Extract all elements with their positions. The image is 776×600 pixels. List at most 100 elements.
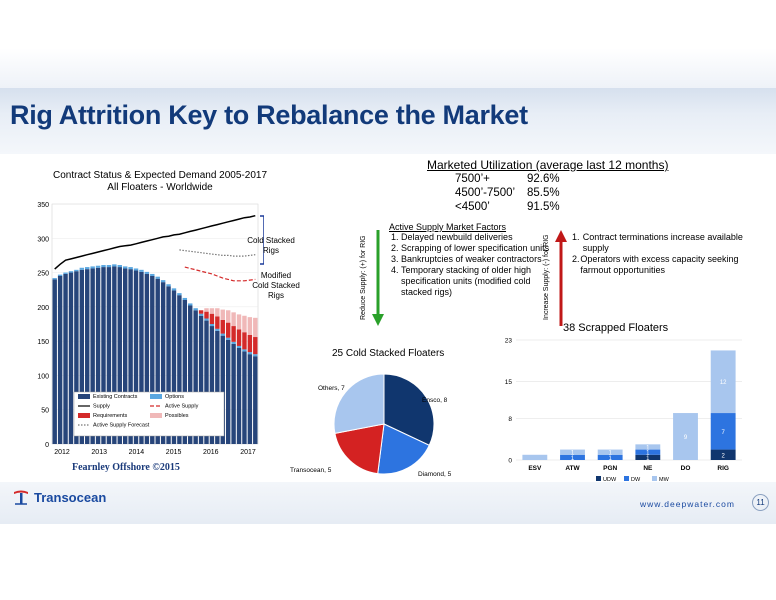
y-tick-label: 23 (505, 338, 513, 345)
list-item: 1. Contract terminations increase availab… (572, 232, 752, 254)
factor-text: Temporary stacking of older high specifi… (401, 265, 532, 297)
bar-segment (155, 276, 160, 279)
bar-segment (198, 313, 204, 316)
bar-segment (122, 266, 128, 269)
legend-label: Requirements (93, 413, 127, 419)
bar-segment (231, 326, 236, 342)
bar-segment (204, 311, 209, 319)
pie-title: 25 Cold Stacked Floaters (332, 348, 445, 359)
bar-segment (710, 350, 736, 414)
bar-segment (220, 319, 225, 334)
bar-segment (242, 332, 247, 350)
title-band (0, 88, 776, 154)
legend-swatch (150, 413, 162, 418)
legend-label: Active Supply (165, 404, 199, 410)
bar-segment (253, 337, 258, 355)
list-item: 3. Bankruptcies of weaker contractors (391, 254, 551, 265)
bar-data-label: 1 (571, 451, 575, 457)
bar-segment (63, 272, 68, 274)
annotation-modified-line1: Modified (260, 271, 292, 280)
bar-data-label: 12 (720, 380, 727, 386)
x-category-label: ATW (565, 465, 580, 472)
bar-segment (117, 265, 122, 268)
utilization-row: <4500’ 91.5% (455, 200, 677, 214)
bar-segment (710, 413, 736, 450)
bar-segment (177, 295, 182, 444)
bar-segment (193, 308, 198, 311)
bar-segment (144, 273, 150, 444)
x-tick-label: 2013 (91, 449, 107, 456)
bar-segment (90, 266, 95, 269)
series-line (54, 214, 256, 270)
bar-segment (182, 300, 188, 444)
bar-segment (220, 309, 225, 320)
bar-segment (95, 265, 101, 268)
bar-segment (215, 308, 220, 317)
bar-segment (155, 278, 160, 444)
chart-legend: Existing Contracts Options Supply Active Su… (73, 391, 225, 437)
bar-segment (253, 356, 258, 444)
utilization-title: Marketed Utilization (average last 12 mo… (427, 158, 669, 172)
factor-text: Operators with excess capacity seeking f… (580, 254, 739, 275)
bar-data-label: 7 (721, 430, 725, 436)
legend-swatch (150, 394, 162, 399)
bar-segment (139, 271, 144, 444)
website-link[interactable]: www.deepwater.com (640, 499, 735, 509)
y-tick-label: 0 (508, 458, 512, 465)
bar-segment (90, 268, 95, 444)
pie-slice (383, 373, 435, 446)
pie-slice-label: Transocean, 5 (290, 467, 332, 474)
bar-segment (673, 413, 698, 460)
legend-label: Possibles (165, 413, 189, 419)
y-tick-label: 250 (37, 271, 49, 278)
pie-slice (333, 373, 385, 434)
pie-slice-label: Diamond, 5 (418, 471, 452, 478)
bar-segment (160, 282, 166, 444)
bar-data-label: 1 (646, 456, 650, 462)
bar-segment (106, 265, 112, 268)
cold-stacked-bracket (260, 215, 264, 265)
bar-segment (68, 271, 74, 273)
util-category: 4500’-7500’ (455, 187, 516, 199)
bar-segment (247, 334, 253, 353)
legend-swatch (78, 394, 90, 399)
list-item: 4. Temporary stacking of older high speci… (391, 265, 551, 298)
bar-segment (68, 272, 74, 444)
y-tick-label: 350 (37, 202, 49, 209)
utilization-box: Marketed Utilization (average last 12 mo… (427, 158, 677, 214)
transocean-logo-icon (14, 490, 28, 505)
bar-segment (112, 266, 117, 444)
bar-segment (144, 271, 150, 274)
pie-slice (334, 423, 385, 475)
pie-slice-label: Others, 7 (318, 385, 345, 392)
bar-segment (220, 333, 225, 336)
bar-segment (117, 267, 122, 444)
bar-segment (236, 314, 242, 330)
legend-label: Existing Contracts (93, 394, 138, 400)
annotation-modified-line3: Rigs (267, 291, 284, 300)
x-category-label: DO (681, 465, 691, 472)
bar-segment (242, 315, 247, 333)
bar-segment (74, 271, 79, 444)
util-value: 85.5% (527, 187, 560, 199)
bar-segment (85, 267, 90, 270)
bar-data-label: 2 (721, 453, 725, 459)
bar-segment (57, 274, 63, 276)
factor-text: Scrapping of lower specification units (401, 243, 550, 253)
footer-band (0, 482, 776, 524)
reduce-supply-arrow (372, 230, 384, 326)
bar-segment (204, 318, 209, 321)
bar-segment (236, 345, 242, 348)
bar-segment (560, 449, 585, 455)
legend-swatch (652, 476, 657, 481)
bar-segment (231, 312, 236, 327)
bar-segment (139, 269, 144, 272)
bar-segment (522, 454, 548, 460)
bar-segment (106, 267, 112, 444)
bar-segment (225, 322, 231, 338)
x-tick-label: 2015 (166, 449, 182, 456)
bar-segment (220, 335, 225, 444)
bar-segment (597, 449, 623, 455)
bar-segment (236, 329, 242, 346)
